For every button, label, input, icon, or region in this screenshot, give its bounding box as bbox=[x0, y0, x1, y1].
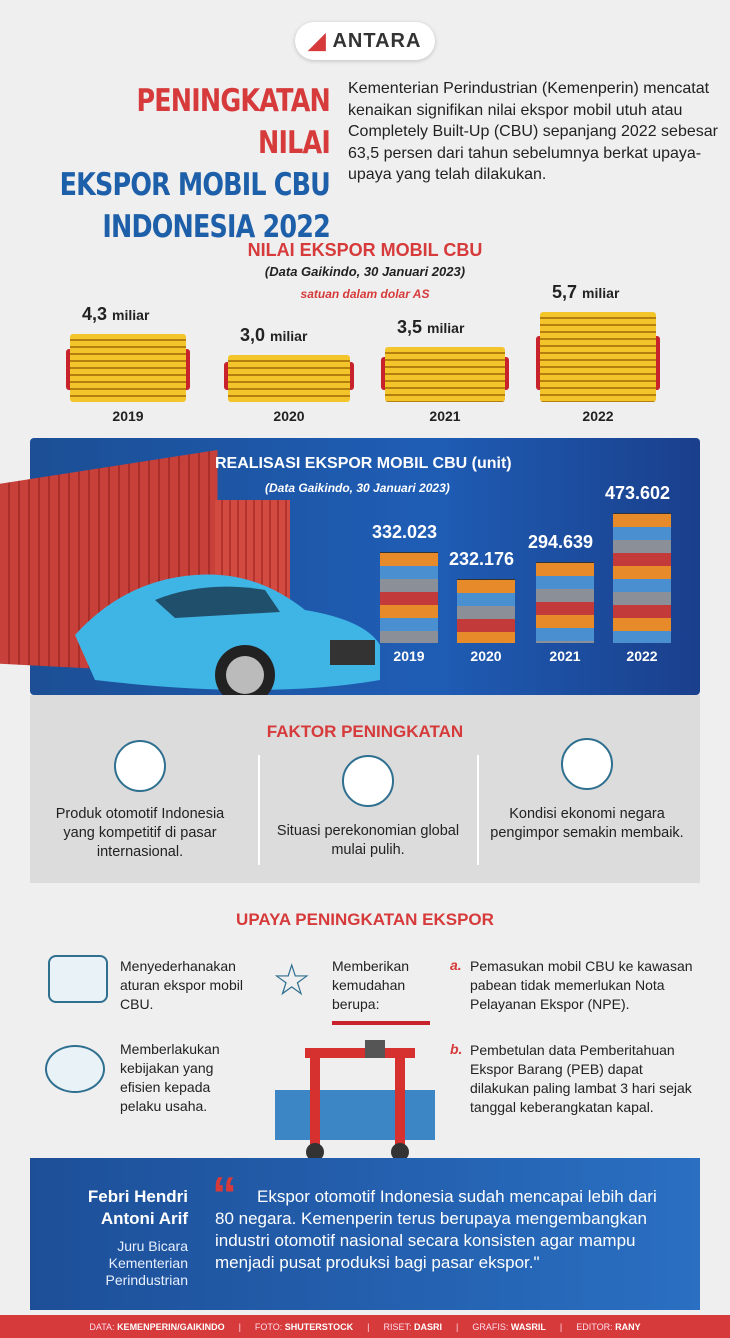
rising-bars-icon bbox=[342, 755, 394, 807]
credit-label: FOTO: bbox=[254, 1321, 283, 1332]
quote-mark-icon: “ bbox=[212, 1167, 237, 1223]
coin-bar bbox=[228, 354, 350, 402]
quote-text: Ekspor otomotif Indonesia sudah mencapai… bbox=[215, 1187, 657, 1272]
year-label: 2020 bbox=[273, 408, 305, 424]
star-icon: ☆ bbox=[272, 956, 312, 1005]
antara-mark-icon: ◢ bbox=[308, 28, 327, 53]
unit-heading: REALISASI EKSPOR MOBIL CBU (unit) bbox=[215, 455, 512, 472]
label-b: b. bbox=[450, 1041, 463, 1057]
car-photo bbox=[75, 574, 380, 705]
value-number: 3,5 bbox=[397, 316, 423, 337]
value-suffix: miliar bbox=[582, 284, 620, 301]
value-heading: NILAI EKSPOR MOBIL CBU bbox=[247, 240, 483, 260]
logo-text: ANTARA bbox=[332, 29, 422, 52]
effort-simplify: Menyederhanakan aturan ekspor mobil CBU. bbox=[120, 958, 243, 1012]
credit-value: WASRIL bbox=[510, 1321, 546, 1332]
credit-value: DASRI bbox=[414, 1321, 443, 1332]
separator: | bbox=[367, 1321, 370, 1332]
coin-value: 3,0 miliar bbox=[240, 325, 307, 346]
effort-a: Pemasukan mobil CBU ke kawasan pabean ti… bbox=[470, 958, 693, 1012]
separator: | bbox=[238, 1321, 241, 1332]
year-label: 2021 bbox=[429, 408, 461, 424]
label-a: a. bbox=[450, 957, 462, 973]
gavel-icon bbox=[45, 1045, 105, 1093]
credit-label: GRAFIS: bbox=[472, 1321, 509, 1332]
unit-value: 332.023 bbox=[372, 521, 438, 542]
coin-stack bbox=[224, 354, 354, 402]
unit-year-label: 2020 bbox=[470, 648, 502, 664]
effort-ease: Memberikan kemudahan berupa: bbox=[332, 958, 410, 1012]
effort-policy: Memberlakukan kebijakan yang efisien kep… bbox=[120, 1041, 220, 1114]
credit-value: KEMENPERIN/GAIKINDO bbox=[117, 1321, 225, 1332]
quote-name: Febri Hendri Antoni Arif bbox=[87, 1187, 188, 1228]
value-source: (Data Gaikindo, 30 Januari 2023) bbox=[264, 264, 466, 279]
antara-logo: ◢ ANTARA bbox=[295, 22, 435, 60]
credit-value: SHUTERSTOCK bbox=[284, 1321, 354, 1332]
year-label: 2019 bbox=[112, 408, 144, 424]
unit-value: 232.176 bbox=[449, 549, 515, 570]
unit-value: 473.602 bbox=[605, 483, 671, 503]
credits-footer: DATA: KEMENPERIN/GAIKINDO | FOTO: SHUTERST… bbox=[0, 1315, 730, 1338]
value-number: 3,0 bbox=[240, 324, 266, 345]
credit-item: GRAFIS: WASRIL bbox=[472, 1322, 546, 1332]
value-unit: satuan dalam dolar AS bbox=[300, 287, 430, 301]
credit-item: DATA: KEMENPERIN/GAIKINDO bbox=[89, 1322, 224, 1332]
credit-label: DATA: bbox=[89, 1321, 115, 1332]
car-icon bbox=[48, 955, 108, 1003]
credit-item: FOTO: SHUTERSTOCK bbox=[255, 1322, 353, 1332]
title-line-2: EKSPOR MOBIL CBU bbox=[59, 167, 331, 203]
credit-item: RISET: DASRI bbox=[383, 1322, 442, 1332]
container-stack bbox=[536, 562, 594, 643]
container-stack bbox=[380, 551, 438, 643]
credit-item: EDITOR: RANY bbox=[576, 1322, 640, 1332]
coin-bar bbox=[540, 311, 656, 402]
coin-value: 4,3 miliar bbox=[82, 304, 149, 325]
unit-value: 294.639 bbox=[528, 532, 594, 553]
unit-year-label: 2022 bbox=[626, 648, 658, 664]
factor-text: Produk otomotif Indonesia yang kompetiti… bbox=[55, 806, 225, 860]
quote-role: Juru Bicara Kementerian Perindustrian bbox=[105, 1238, 189, 1288]
crane-illustration bbox=[275, 1040, 435, 1161]
cargo-ship-icon bbox=[561, 738, 613, 790]
value-number: 4,3 bbox=[82, 304, 108, 325]
value-number: 5,7 bbox=[552, 281, 578, 302]
factor-text: Kondisi ekonomi negara pengimpor semakin… bbox=[490, 806, 684, 841]
coin-stack bbox=[536, 311, 660, 402]
value-suffix: miliar bbox=[270, 327, 308, 344]
credit-value: RANY bbox=[615, 1321, 641, 1332]
value-suffix: miliar bbox=[112, 307, 150, 324]
coin-value: 5,7 miliar bbox=[552, 282, 619, 303]
divider bbox=[258, 755, 260, 865]
coin-value: 3,5 miliar bbox=[397, 317, 464, 338]
quote-panel bbox=[30, 1158, 700, 1310]
efforts-heading: UPAYA PENINGKATAN EKSPOR bbox=[236, 910, 494, 929]
unit-source: (Data Gaikindo, 30 Januari 2023) bbox=[265, 481, 450, 495]
container-stack bbox=[613, 513, 671, 643]
year-label: 2022 bbox=[582, 408, 614, 424]
unit-year-label: 2021 bbox=[549, 648, 581, 664]
separator: | bbox=[456, 1321, 459, 1332]
coin-bar bbox=[385, 346, 505, 402]
effort-b: Pembetulan data Pemberitahuan Ekspor Bar… bbox=[470, 1042, 692, 1115]
value-suffix: miliar bbox=[427, 319, 465, 336]
divider bbox=[332, 1021, 430, 1025]
coin-stack bbox=[66, 334, 190, 402]
credit-label: RISET: bbox=[383, 1321, 412, 1332]
globe-icon bbox=[114, 740, 166, 792]
page-title: PENINGKATAN NILAI EKSPOR MOBIL CBU INDON… bbox=[59, 80, 331, 248]
credit-label: EDITOR: bbox=[576, 1321, 613, 1332]
coin-bar bbox=[70, 334, 186, 402]
title-line-1: PENINGKATAN NILAI bbox=[136, 83, 330, 161]
separator: | bbox=[559, 1321, 563, 1332]
title-line-3: INDONESIA 2022 bbox=[102, 209, 330, 245]
container-stack bbox=[457, 579, 515, 643]
coin-stack bbox=[381, 346, 509, 402]
unit-year-label: 2019 bbox=[393, 648, 425, 664]
factors-heading: FAKTOR PENINGKATAN bbox=[266, 722, 464, 741]
intro-text: Kementerian Perindustrian (Kemenperin) m… bbox=[348, 80, 718, 183]
factor-text: Situasi perekonomian global mulai pulih. bbox=[276, 823, 460, 858]
divider bbox=[477, 755, 479, 865]
